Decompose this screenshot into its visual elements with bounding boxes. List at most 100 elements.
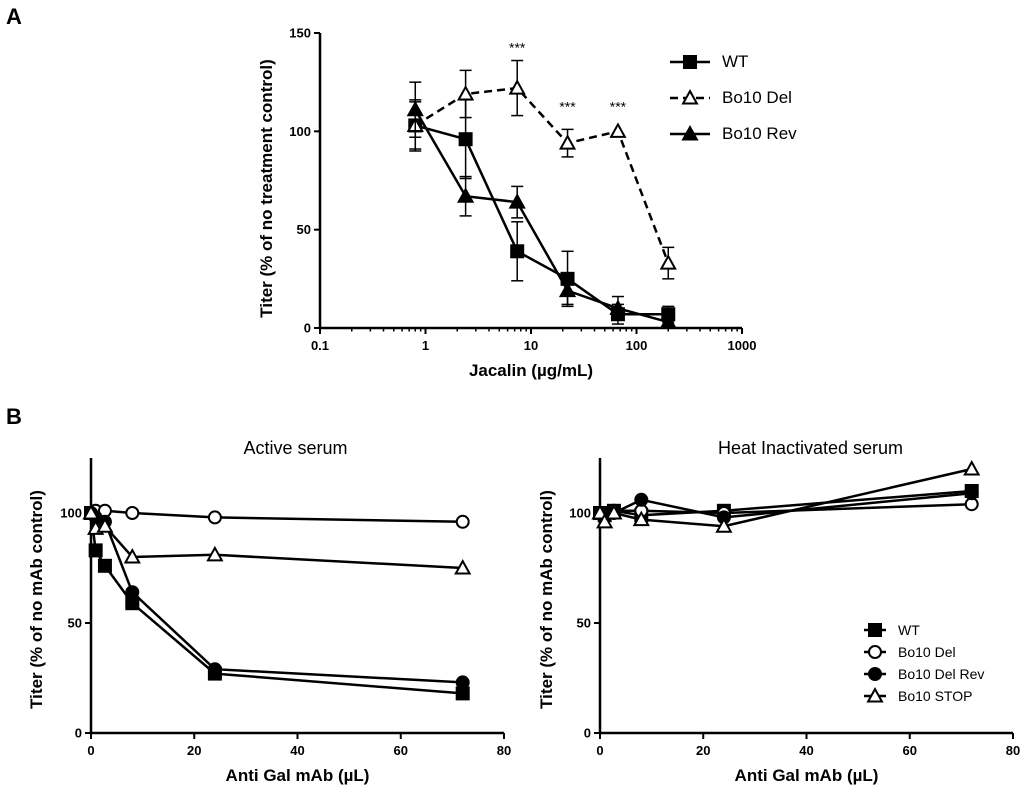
chart-panel-b-heat-inactivated: 0 50 100 0 20 40 60 80 Anti Gal mAb (µL) Titer (%… [537,438,1020,785]
significance-annotation: *** [610,99,627,115]
legend-marker-bo10-del-rev [868,667,882,681]
chart-panel-a: 0 50 100 150 0.1 1 10 100 1000 Jacalin (µg/mL) Tit… [257,26,797,381]
data-point-bo10-del [207,510,222,525]
series-wt [408,99,676,325]
significance-annotation: *** [509,40,526,56]
x-tick-label: 80 [497,743,511,758]
y-tick-label: 0 [584,726,591,741]
x-tick-label: 40 [799,743,813,758]
data-point-bo10-del-rev [207,662,222,677]
y-tick-label: 150 [289,26,311,41]
x-tick-label: 60 [903,743,917,758]
series-bo10-del [84,503,470,529]
x-tick-label: 10 [524,338,538,353]
legend-marker-wt [868,623,882,637]
x-tick-label: 0.1 [311,338,329,353]
data-point-bo10-rev [558,281,577,298]
legend-label-bo10-del: Bo10 Del [898,644,956,660]
legend-label-bo10-del: Bo10 Del [722,88,792,107]
data-point-bo10-stop [632,510,650,527]
data-point-bo10-del-rev [455,675,470,690]
legend-label-bo10-stop: Bo10 STOP [898,688,972,704]
y-tick-label: 50 [297,222,311,237]
y-axis-title: Titer (% of no mAb control) [27,490,46,709]
x-axis-title: Anti Gal mAb (µL) [735,766,879,785]
panel-a-letter: A [6,4,22,29]
series-line-wt [89,512,463,695]
data-point-bo10-del [609,122,627,138]
series-bo10-del-rev [84,506,470,690]
data-point-bo10-del-rev [634,492,649,507]
data-point-bo10-stop [963,460,981,476]
data-point-bo10-rev [457,187,475,203]
y-tick-label: 0 [75,726,82,741]
data-point-bo10-del [508,79,526,95]
chart-panel-b-active-serum: 0 50 100 0 20 40 60 80 Anti Gal mAb (µL) Titer (%… [27,438,511,785]
data-point-bo10-del [457,85,475,101]
y-tick-label: 100 [569,506,591,521]
legend-label-wt: WT [722,52,748,71]
y-tick-label: 50 [577,616,591,631]
legend-label-bo10-del-rev: Bo10 Del Rev [898,666,984,682]
x-axis-title: Jacalin (µg/mL) [469,361,593,380]
y-tick-label: 100 [289,124,311,139]
y-tick-label: 50 [68,616,82,631]
legend-marker-wt [683,55,697,69]
x-tick-label: 1 [422,338,429,353]
legend-marker-bo10-del [681,89,699,105]
series-bo10-stop [82,504,472,575]
chart-title: Active serum [243,438,347,458]
series-line-bo10-rev [414,109,669,324]
data-point-wt [510,244,525,259]
x-axis-title: Anti Gal mAb (µL) [226,766,370,785]
series-bo10-rev [406,81,677,329]
data-point-bo10-rev [508,193,526,209]
x-tick-label: 60 [394,743,408,758]
significance-annotation: *** [559,99,576,115]
data-point-bo10-stop [454,559,472,575]
data-point-bo10-stop [596,512,614,529]
y-tick-label: 100 [60,506,82,521]
data-point-bo10-rev [406,100,424,117]
x-tick-label: 100 [626,338,648,353]
legend: WT Bo10 Del Bo10 Rev [670,52,797,143]
legend-label-bo10-rev: Bo10 Rev [722,124,797,143]
data-point-bo10-stop [715,517,733,533]
legend-marker-bo10-del [868,645,882,659]
data-point-bo10-stop [123,548,141,564]
legend-marker-bo10-rev [681,125,699,141]
data-point-bo10-rev [609,299,627,315]
x-tick-label: 40 [290,743,304,758]
chart-title: Heat Inactivated serum [718,438,903,458]
data-point-wt [97,558,112,573]
data-point-wt [88,543,103,558]
data-point-bo10-del [558,134,577,150]
x-tick-label: 0 [87,743,94,758]
data-point-bo10-del [455,514,470,529]
data-point-bo10-del-rev [125,585,140,600]
panel-b-letter: B [6,404,22,429]
x-tick-label: 1000 [728,338,757,353]
series-line-bo10-del [414,86,670,264]
y-axis-title: Titer (% of no treatment control) [257,59,276,317]
x-tick-label: 0 [596,743,603,758]
x-tick-label: 80 [1006,743,1020,758]
x-tick-label: 20 [187,743,201,758]
legend-marker-bo10-stop [866,687,884,703]
legend: WT Bo10 Del Bo10 Del Rev Bo10 STOP [864,622,984,704]
series-line-bo10-del [90,509,463,524]
series-bo10-stop [591,460,981,533]
series-line-bo10-del-rev [90,512,463,684]
series-line-wt [414,124,669,316]
legend-label-wt: WT [898,622,920,638]
data-point-bo10-stop [206,545,224,562]
x-tick-label: 20 [696,743,710,758]
data-point-bo10-stop [96,517,114,533]
y-tick-label: 0 [304,321,311,336]
data-point-bo10-del [659,254,677,270]
y-axis-title: Titer (% of no mAb control) [537,490,556,709]
data-point-bo10-del [125,506,140,520]
data-point-wt [458,132,473,147]
data-point-bo10-rev [659,313,677,329]
